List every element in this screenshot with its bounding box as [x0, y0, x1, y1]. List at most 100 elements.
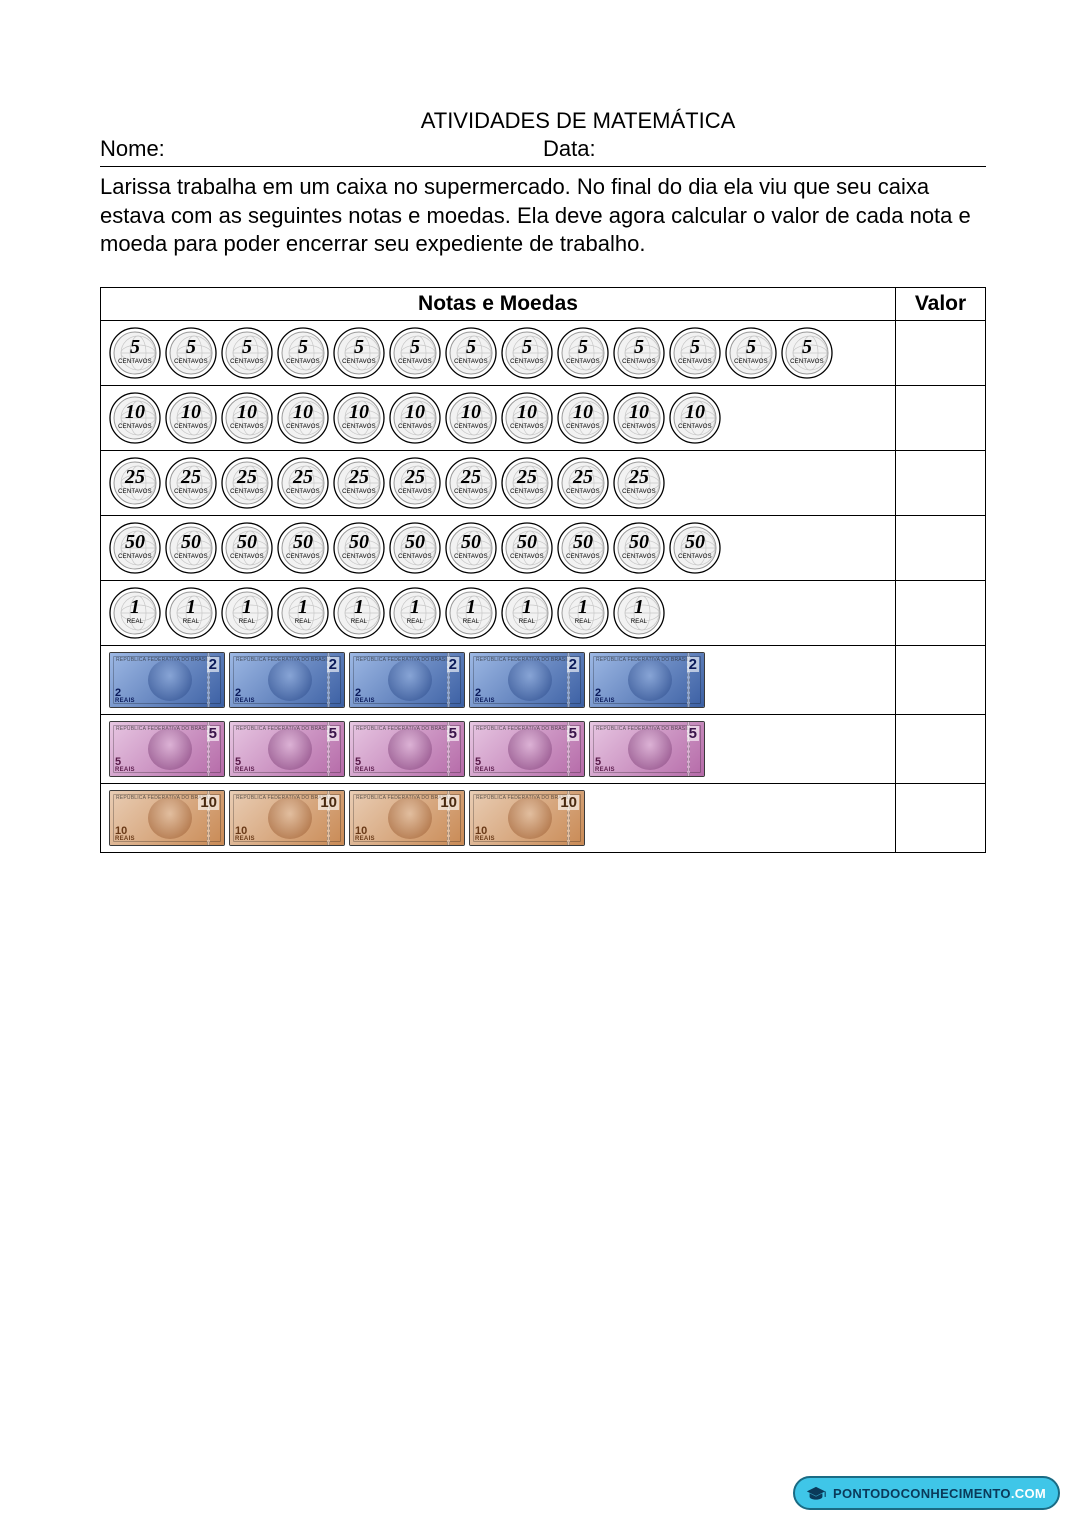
- bill-5-reais: REPÚBLICA FEDERATIVA DO BRASIL 5 5REAIS: [589, 721, 705, 777]
- coin-unit: CENTAVOS: [333, 424, 385, 430]
- coin-value: 10: [165, 402, 217, 422]
- coin-value: 10: [109, 402, 161, 422]
- coin-5-centavos: 5CENTAVOS: [781, 327, 833, 379]
- items-cell: REPÚBLICA FEDERATIVA DO BRASIL 5 5REAIS …: [101, 714, 896, 783]
- coin-value: 5: [109, 337, 161, 357]
- coin-1-real: 1REAL: [445, 587, 497, 639]
- coin-unit: CENTAVOS: [725, 359, 777, 365]
- coin-unit: REAL: [333, 619, 385, 625]
- coin-value: 1: [333, 597, 385, 617]
- coin-10-centavos: 10CENTAVOS: [669, 392, 721, 444]
- coin-unit: CENTAVOS: [613, 424, 665, 430]
- coin-unit: CENTAVOS: [445, 489, 497, 495]
- coin-unit: CENTAVOS: [501, 424, 553, 430]
- coin-value: 25: [613, 467, 665, 487]
- coin-10-centavos: 10CENTAVOS: [277, 392, 329, 444]
- value-cell[interactable]: [896, 714, 986, 783]
- bill-2-reais: REPÚBLICA FEDERATIVA DO BRASIL 2 2REAIS: [229, 652, 345, 708]
- coin-5-centavos: 5CENTAVOS: [557, 327, 609, 379]
- coin-unit: CENTAVOS: [501, 359, 553, 365]
- coin-value: 10: [389, 402, 441, 422]
- bill-corner-value: 10: [198, 795, 219, 810]
- coin-value: 25: [277, 467, 329, 487]
- bill-10-reais: REPÚBLICA FEDERATIVA DO BRASIL 10 10REAI…: [109, 790, 225, 846]
- items-cell: 1REAL 1REAL 1REAL 1REAL 1REAL 1REAL: [101, 580, 896, 645]
- coin-unit: CENTAVOS: [445, 424, 497, 430]
- coin-unit: CENTAVOS: [165, 424, 217, 430]
- coin-value: 1: [389, 597, 441, 617]
- coin-25-centavos: 25CENTAVOS: [501, 457, 553, 509]
- coin-unit: CENTAVOS: [557, 489, 609, 495]
- coin-value: 5: [669, 337, 721, 357]
- coin-unit: CENTAVOS: [277, 489, 329, 495]
- coin-unit: REAL: [445, 619, 497, 625]
- coin-1-real: 1REAL: [221, 587, 273, 639]
- effigy-icon: [388, 728, 432, 770]
- coin-1-real: 1REAL: [277, 587, 329, 639]
- effigy-icon: [628, 659, 672, 701]
- bill-bottom-value: 10REAIS: [235, 827, 255, 841]
- coin-5-centavos: 5CENTAVOS: [109, 327, 161, 379]
- value-cell[interactable]: [896, 515, 986, 580]
- bill-corner-value: 5: [687, 726, 699, 741]
- bill-corner-value: 2: [567, 657, 579, 672]
- coin-unit: CENTAVOS: [333, 489, 385, 495]
- items-cell: 5CENTAVOS 5CENTAVOS 5CENTAVOS 5CENTAVOS …: [101, 320, 896, 385]
- coin-unit: CENTAVOS: [669, 554, 721, 560]
- items-cell: 10CENTAVOS 10CENTAVOS 10CENTAVOS 10CENTA…: [101, 385, 896, 450]
- effigy-icon: [388, 797, 432, 839]
- items-cell: 25CENTAVOS 25CENTAVOS 25CENTAVOS 25CENTA…: [101, 450, 896, 515]
- bill-bottom-value: 10REAIS: [475, 827, 495, 841]
- bill-5-reais: REPÚBLICA FEDERATIVA DO BRASIL 5 5REAIS: [349, 721, 465, 777]
- value-cell[interactable]: [896, 320, 986, 385]
- bill-corner-value: 5: [567, 726, 579, 741]
- coin-value: 50: [221, 532, 273, 552]
- value-cell[interactable]: [896, 385, 986, 450]
- header-value: Valor: [896, 287, 986, 320]
- coin-unit: CENTAVOS: [221, 359, 273, 365]
- coin-25-centavos: 25CENTAVOS: [165, 457, 217, 509]
- coin-unit: CENTAVOS: [445, 359, 497, 365]
- bill-bottom-value: 2REAIS: [475, 689, 495, 703]
- bill-corner-value: 2: [207, 657, 219, 672]
- bill-corner-value: 5: [327, 726, 339, 741]
- bill-5-reais: REPÚBLICA FEDERATIVA DO BRASIL 5 5REAIS: [109, 721, 225, 777]
- effigy-icon: [268, 728, 312, 770]
- bill-corner-value: 10: [438, 795, 459, 810]
- coin-value: 5: [445, 337, 497, 357]
- value-cell[interactable]: [896, 580, 986, 645]
- coin-value: 5: [501, 337, 553, 357]
- coin-1-real: 1 REAL: [501, 587, 553, 639]
- table-row: 10CENTAVOS 10CENTAVOS 10CENTAVOS 10CENTA…: [101, 385, 986, 450]
- coin-value: 5: [333, 337, 385, 357]
- effigy-icon: [388, 659, 432, 701]
- coin-unit: CENTAVOS: [557, 554, 609, 560]
- coin-value: 25: [445, 467, 497, 487]
- bill-bottom-value: 2REAIS: [355, 689, 375, 703]
- coin-value: 1: [501, 597, 553, 617]
- items-cell: REPÚBLICA FEDERATIVA DO BRASIL 10 10REAI…: [101, 783, 896, 852]
- coin-unit: CENTAVOS: [277, 554, 329, 560]
- coin-unit: CENTAVOS: [389, 489, 441, 495]
- coin-unit: CENTAVOS: [613, 359, 665, 365]
- source-badge: PONTODOCONHECIMENTO.COM: [793, 1476, 1060, 1510]
- value-cell[interactable]: [896, 450, 986, 515]
- bill-corner-value: 2: [447, 657, 459, 672]
- bill-corner-value: 5: [207, 726, 219, 741]
- coin-25-centavos: 25CENTAVOS: [557, 457, 609, 509]
- coin-value: 5: [613, 337, 665, 357]
- coin-value: 50: [445, 532, 497, 552]
- coin-unit: CENTAVOS: [389, 359, 441, 365]
- bill-5-reais: REPÚBLICA FEDERATIVA DO BRASIL 5 5REAIS: [469, 721, 585, 777]
- coin-unit: REAL: [501, 619, 553, 625]
- instructions-text: Larissa trabalha em um caixa no supermer…: [100, 173, 986, 259]
- value-cell[interactable]: [896, 645, 986, 714]
- value-cell[interactable]: [896, 783, 986, 852]
- coin-value: 50: [613, 532, 665, 552]
- coin-value: 10: [277, 402, 329, 422]
- effigy-icon: [148, 797, 192, 839]
- coin-5-centavos: 5 CENTAVOS: [613, 327, 665, 379]
- coin-value: 25: [501, 467, 553, 487]
- coin-unit: CENTAVOS: [109, 554, 161, 560]
- name-label: Nome:: [100, 136, 543, 162]
